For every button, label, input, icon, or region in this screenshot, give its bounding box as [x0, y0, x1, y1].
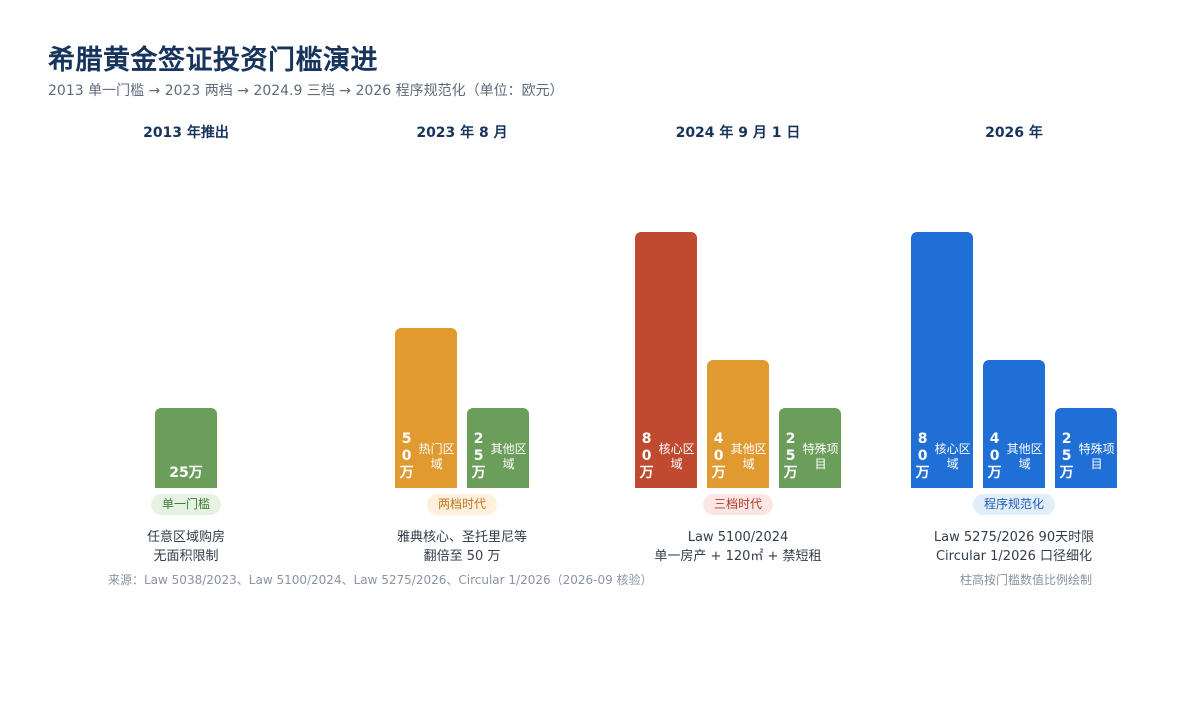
bar-value-label: 80万 [915, 431, 930, 481]
bar-category-label: 其他区域 [490, 441, 527, 471]
period-description: Law 5100/2024 单一房产 + 120㎡ + 禁短租 [608, 528, 868, 566]
bar-label: 40万 其他区域 [707, 431, 769, 482]
description-line: 单一房产 + 120㎡ + 禁短租 [654, 549, 822, 564]
bar-value-label: 25万 [169, 465, 203, 481]
description-line: 无面积限制 [153, 549, 219, 564]
bar-label: 25万 [155, 465, 217, 482]
bar-value-label: 80万 [639, 431, 654, 481]
period-description: 雅典核心、圣托里尼等 翻倍至 50 万 [332, 528, 592, 566]
bar-category-label: 核心区域 [934, 441, 971, 471]
bar: 80万 核心区域 [635, 232, 697, 488]
period-description: Law 5275/2026 90天时限 Circular 1/2026 口径细化 [884, 528, 1144, 566]
scale-note: 柱高按门槛数值比例绘制 [959, 573, 1092, 587]
chart-subtitle: 2013 单一门槛 → 2023 两档 → 2024.9 三档 → 2026 程… [48, 83, 564, 99]
bar-label: 80万 核心区域 [911, 431, 973, 482]
period-title: 2024 年 9 月 1 日 [675, 125, 801, 141]
description-line: Law 5100/2024 [687, 530, 789, 545]
bar: 40万 其他区域 [983, 360, 1045, 488]
bar-label: 50万 热门区域 [395, 431, 457, 482]
bar-value-label: 25万 [1059, 431, 1074, 481]
bar-category-label: 其他区域 [1006, 441, 1043, 471]
period-badge: 单一门槛 [150, 494, 222, 515]
bar-category-label: 热门区域 [418, 441, 455, 471]
bar: 40万 其他区域 [707, 360, 769, 488]
bar: 25万 特殊项目 [779, 408, 841, 488]
bar-label: 25万 特殊项目 [1055, 431, 1117, 482]
bar-category-label: 核心区域 [658, 441, 695, 471]
bar-category-label: 特殊项目 [802, 441, 839, 471]
bar: 25万 特殊项目 [1055, 408, 1117, 488]
description-line: 翻倍至 50 万 [423, 549, 501, 564]
bar: 25万 其他区域 [467, 408, 529, 488]
bar: 50万 热门区域 [395, 328, 457, 488]
bar-category-label: 其他区域 [730, 441, 767, 471]
period-title: 2023 年 8 月 [416, 125, 508, 141]
period-title: 2026 年 [985, 125, 1043, 141]
bar-label: 80万 核心区域 [635, 431, 697, 482]
description-line: Circular 1/2026 口径细化 [935, 549, 1093, 564]
period-description: 任意区域购房 无面积限制 [56, 528, 316, 566]
chart-title: 希腊黄金签证投资门槛演进 [48, 45, 378, 76]
bar: 80万 核心区域 [911, 232, 973, 488]
period-badge: 程序规范化 [972, 494, 1056, 515]
bar-label: 25万 其他区域 [467, 431, 529, 482]
bar-value-label: 50万 [399, 431, 414, 481]
bar: 25万 [155, 408, 217, 488]
description-line: Law 5275/2026 90天时限 [933, 530, 1095, 545]
source-note: 来源：Law 5038/2023、Law 5100/2024、Law 5275/… [108, 573, 653, 587]
period-badge: 三档时代 [702, 494, 774, 515]
bar-value-label: 40万 [711, 431, 726, 481]
description-line: 雅典核心、圣托里尼等 [396, 530, 527, 545]
bar-label: 25万 特殊项目 [779, 431, 841, 482]
description-line: 任意区域购房 [146, 530, 225, 545]
period-title: 2013 年推出 [143, 125, 229, 141]
bar-value-label: 40万 [987, 431, 1002, 481]
bar-value-label: 25万 [471, 431, 486, 481]
bar-label: 40万 其他区域 [983, 431, 1045, 482]
bar-category-label: 特殊项目 [1078, 441, 1115, 471]
period-badge: 两档时代 [426, 494, 498, 515]
bar-value-label: 25万 [783, 431, 798, 481]
